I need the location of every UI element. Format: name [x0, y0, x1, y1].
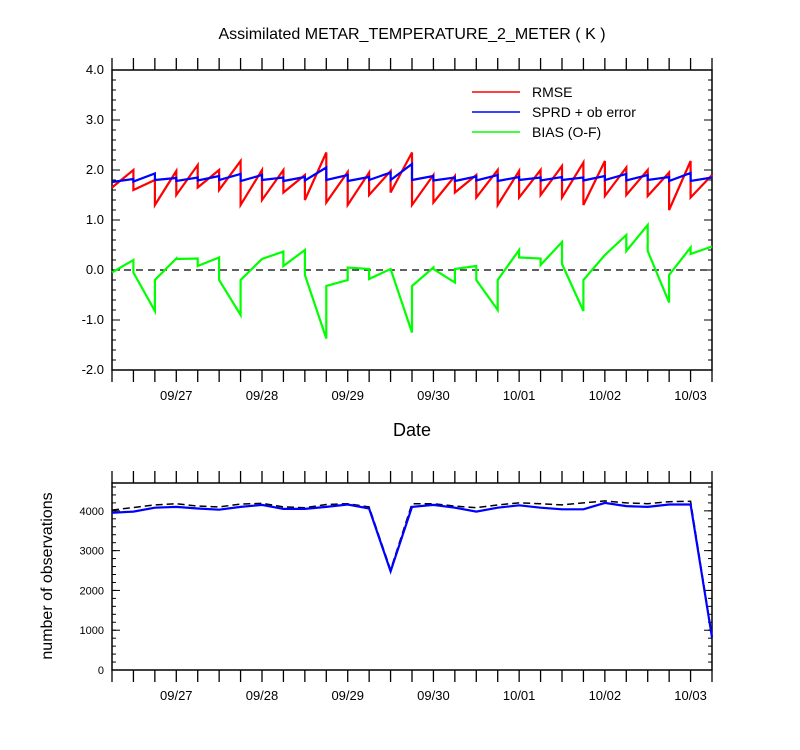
y-tick-label: 3.0 — [86, 112, 104, 127]
y-tick-label: 1000 — [80, 625, 104, 637]
y-tick-label: 4.0 — [86, 62, 104, 77]
x-tick-label: 09/28 — [246, 688, 279, 703]
y-tick-label: 3000 — [80, 546, 104, 558]
y-tick-label: 0 — [98, 665, 104, 677]
y-tick-label: 1.0 — [86, 212, 104, 227]
legend: RMSE SPRD + ob error BIAS (O-F) — [472, 84, 636, 140]
x-tick-label: 09/30 — [417, 388, 450, 403]
x-tick-label: 09/29 — [331, 388, 364, 403]
series-line-rmse — [111, 151, 713, 211]
series-line-used — [111, 501, 714, 638]
x-tick-label: 09/28 — [246, 388, 279, 403]
x-tick-label: 09/27 — [160, 688, 193, 703]
x-tick-label: 10/03 — [674, 388, 707, 403]
x-axis-label: Date — [393, 420, 431, 440]
x-tick-label: 10/02 — [589, 688, 622, 703]
x-tick-label: 09/30 — [417, 688, 450, 703]
x-tick-label: 10/03 — [674, 688, 707, 703]
chart-title: Assimilated METAR_TEMPERATURE_2_METER ( … — [218, 26, 605, 43]
observations-panel: 0 1000 2000 3000 4000 09/27 09/28 09/29 09/30 10… — [39, 471, 714, 703]
series-line-possible — [111, 500, 713, 637]
y-tick-label: 0.0 — [86, 262, 104, 277]
y-axis-label-observations: number of observations — [39, 492, 56, 659]
x-tick-label: 09/27 — [160, 388, 193, 403]
x-tick-label: 10/01 — [503, 388, 536, 403]
x-tick-label: 10/02 — [589, 388, 622, 403]
y-tick-label: 4000 — [80, 506, 104, 518]
y-tick-label: 2.0 — [86, 162, 104, 177]
plot-frame-bottom — [111, 482, 713, 671]
legend-label: RMSE — [532, 84, 572, 100]
y-tick-label: -2.0 — [82, 362, 104, 377]
x-tick-label: 09/29 — [331, 688, 364, 703]
y-tick-label: 2000 — [80, 585, 104, 597]
bias-rmse-panel: Assimilated METAR_TEMPERATURE_2_METER ( … — [82, 26, 713, 440]
legend-label: BIAS (O-F) — [532, 124, 601, 140]
x-tick-label: 10/01 — [503, 688, 536, 703]
series-line-bias-o-f — [111, 221, 713, 339]
y-tick-label: -1.0 — [82, 312, 104, 327]
series-line-sprd-ob-error — [111, 161, 713, 184]
legend-label: SPRD + ob error — [532, 104, 636, 120]
